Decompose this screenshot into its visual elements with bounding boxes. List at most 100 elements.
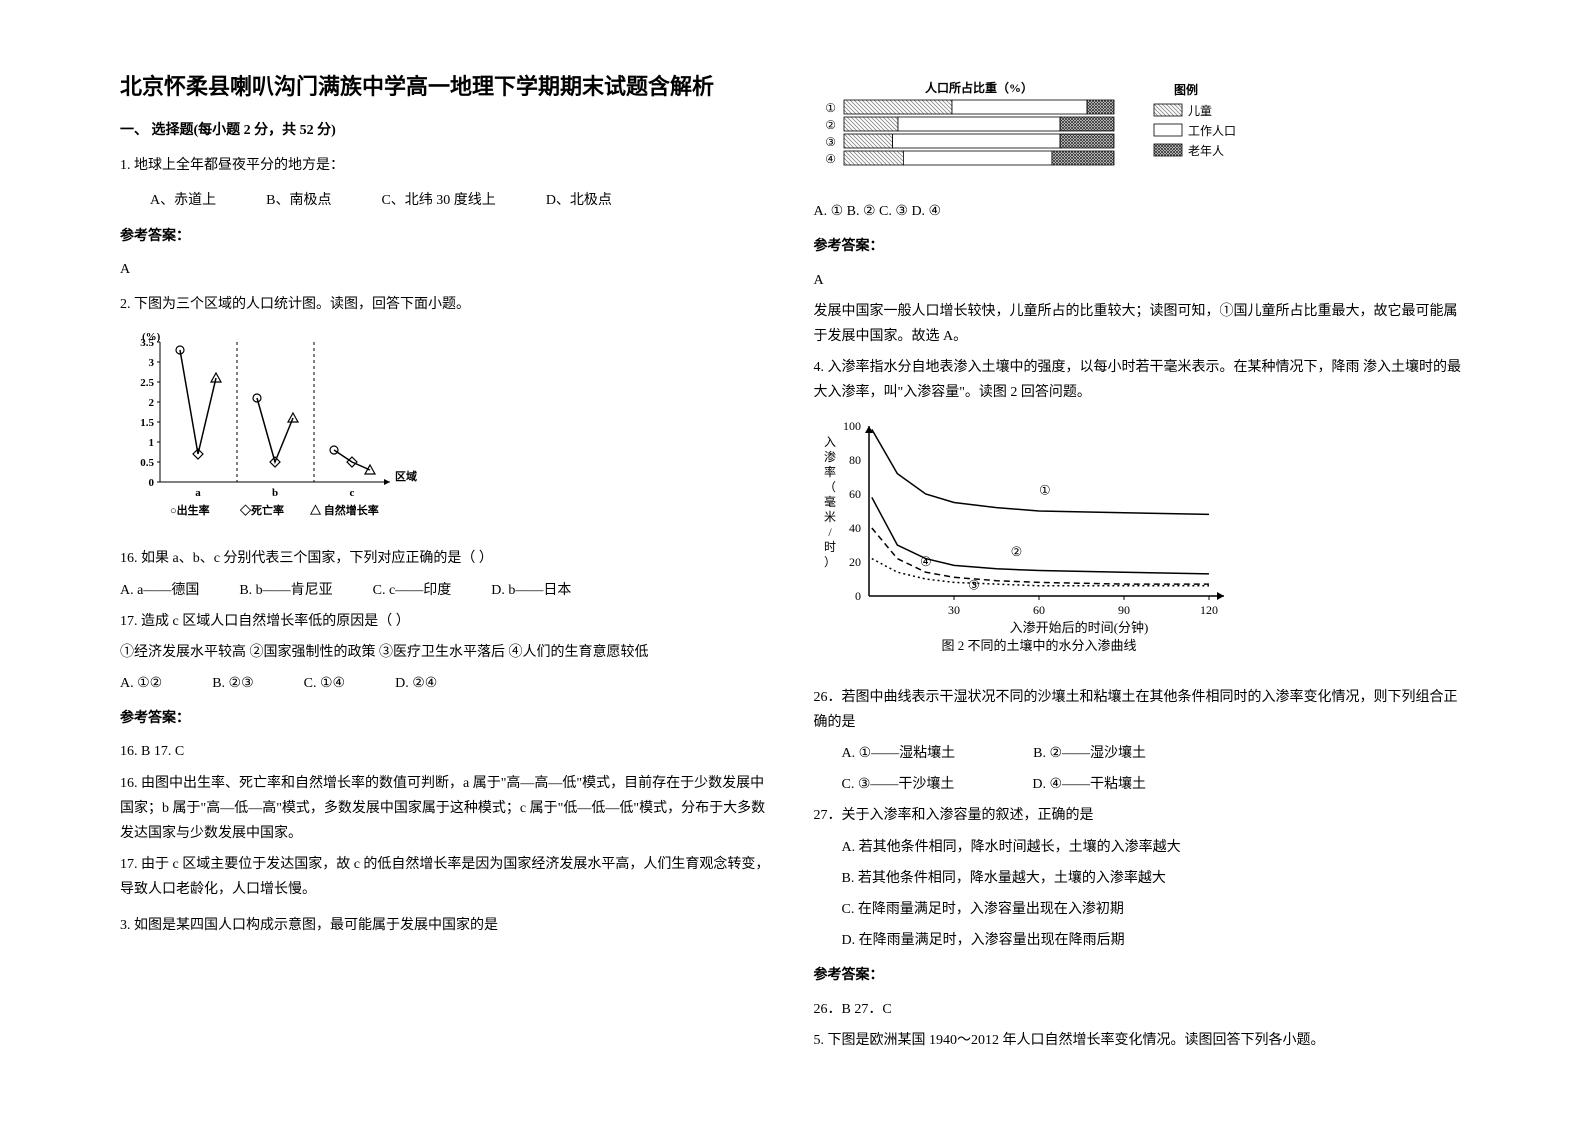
q17-sub: ①经济发展水平较高 ②国家强制性的政策 ③医疗卫生水平落后 ④人们的生育意愿较低 — [120, 640, 774, 665]
q4-chart: 0 20 40 60 80 100 30 60 90 120 入渗率（毫米/时） 入渗开始后的时间(分… — [814, 416, 1468, 675]
svg-text:工作人口: 工作人口 — [1188, 124, 1236, 138]
svg-text:①: ① — [825, 101, 836, 115]
q2-answers: 16. B 17. C — [120, 739, 774, 764]
q1-opt-b: B、南极点 — [266, 188, 331, 213]
svg-text:△ 自然增长率: △ 自然增长率 — [309, 503, 379, 517]
svg-text:率: 率 — [823, 464, 835, 479]
q3-chart-svg: 人口所占比重（%） ① ② ③ ④ 图例儿童工作人口老年人 — [814, 80, 1294, 180]
svg-text:120: 120 — [1200, 603, 1218, 617]
svg-text:③: ③ — [825, 135, 836, 149]
q26-opt-d: D. ④——干粘壤土 — [1004, 772, 1146, 797]
svg-text:c: c — [350, 487, 355, 499]
svg-text:儿童: 儿童 — [1188, 103, 1212, 118]
q2-text: 2. 下图为三个区域的人口统计图。读图，回答下面小题。 — [120, 292, 774, 317]
svg-text:a: a — [195, 487, 201, 499]
svg-text:区域: 区域 — [395, 469, 417, 483]
svg-text:时: 时 — [823, 540, 835, 554]
q3-explanation: 发展中国家一般人口增长较快，儿童所占的比重较大；读图可知，①国儿童所占比重最大，… — [814, 299, 1468, 349]
svg-text:图 2 不同的土壤中的水分入渗曲线: 图 2 不同的土壤中的水分入渗曲线 — [941, 638, 1136, 653]
svg-text:20: 20 — [849, 555, 861, 569]
svg-text:0: 0 — [855, 589, 861, 603]
svg-text:90: 90 — [1118, 603, 1130, 617]
svg-text:100: 100 — [843, 419, 861, 433]
q17-text: 17. 造成 c 区域人口自然增长率低的原因是（ ） — [120, 609, 774, 634]
q16-explanation: 16. 由图中出生率、死亡率和自然增长率的数值可判断，a 属于"高—高—低"模式… — [120, 771, 774, 847]
svg-text:④: ④ — [920, 554, 932, 569]
svg-text:渗: 渗 — [823, 449, 835, 464]
q2-answer-label: 参考答案： — [120, 706, 774, 731]
q27-opt-d: D. 在降雨量满足时，入渗容量出现在降雨后期 — [814, 928, 1468, 953]
q3-chart: 人口所占比重（%） ① ② ③ ④ 图例儿童工作人口老年人 — [814, 80, 1468, 189]
svg-text:毫: 毫 — [823, 494, 835, 509]
q3-answer-label: 参考答案： — [814, 234, 1468, 259]
question-1: 1. 地球上全年都昼夜平分的地方是： A、赤道上 B、南极点 C、北纬 30 度… — [120, 153, 774, 282]
q1-answer-label: 参考答案： — [120, 224, 774, 249]
q17-opt-c: C. ①④ — [304, 671, 345, 696]
svg-text:3: 3 — [149, 357, 155, 369]
q2-chart-svg: 00.511.522.533.5(%)abc区域○出生率◇死亡率△ 自然增长率 — [120, 327, 420, 527]
q17-opt-a: A. ①② — [120, 671, 162, 696]
question-2: 2. 下图为三个区域的人口统计图。读图，回答下面小题。 00.511.522.5… — [120, 292, 774, 903]
q4-chart-svg: 0 20 40 60 80 100 30 60 90 120 入渗率（毫米/时） 入渗开始后的时间(分… — [814, 416, 1264, 666]
svg-text:40: 40 — [849, 521, 861, 535]
svg-text:①: ① — [1039, 482, 1051, 497]
svg-text:1.5: 1.5 — [140, 417, 154, 429]
q2-chart: 00.511.522.533.5(%)abc区域○出生率◇死亡率△ 自然增长率 — [120, 327, 774, 536]
svg-text:(%): (%) — [142, 331, 161, 343]
q26-options-row2: C. ③——干沙壤土 D. ④——干粘壤土 — [814, 772, 1468, 797]
q16-options: A. a——德国 B. b——肯尼亚 C. c——印度 D. b——日本 — [120, 578, 774, 603]
svg-text:人口所占比重（%）: 人口所占比重（%） — [924, 80, 1032, 95]
svg-text:②: ② — [1010, 544, 1022, 559]
q17-options: A. ①② B. ②③ C. ①④ D. ②④ — [120, 671, 774, 696]
q26-opt-c: C. ③——干沙壤土 — [814, 772, 955, 797]
q26-text: 26．若图中曲线表示干湿状况不同的沙壤土和粘壤土在其他条件相同时的入渗率变化情况… — [814, 685, 1468, 735]
q4-text: 4. 入渗率指水分自地表渗入土壤中的强度，以每小时若干毫米表示。在某种情况下，降… — [814, 355, 1468, 405]
q16-opt-b: B. b——肯尼亚 — [239, 578, 332, 603]
svg-text:入: 入 — [823, 435, 835, 449]
document-title: 北京怀柔县喇叭沟门满族中学高一地理下学期期末试题含解析 — [120, 70, 774, 103]
q1-answer: A — [120, 257, 774, 282]
q27-opt-c: C. 在降雨量满足时，入渗容量出现在入渗初期 — [814, 897, 1468, 922]
svg-text:）: ） — [823, 555, 835, 569]
q1-opt-d: D、北极点 — [546, 188, 612, 213]
q26-opt-b: B. ②——湿沙壤土 — [1005, 741, 1146, 766]
q17-opt-b: B. ②③ — [212, 671, 253, 696]
svg-text:b: b — [272, 487, 278, 499]
q1-opt-a: A、赤道上 — [150, 188, 216, 213]
svg-text:30: 30 — [948, 603, 960, 617]
q27-opt-a: A. 若其他条件相同，降水时间越长，土壤的入渗率越大 — [814, 835, 1468, 860]
svg-text:④: ④ — [825, 152, 836, 166]
svg-text:0.5: 0.5 — [140, 457, 154, 469]
q16-text: 16. 如果 a、b、c 分别代表三个国家，下列对应正确的是（ ） — [120, 546, 774, 571]
svg-text:②: ② — [825, 118, 836, 132]
q1-options: A、赤道上 B、南极点 C、北纬 30 度线上 D、北极点 — [150, 188, 774, 213]
q17-opt-d: D. ②④ — [395, 671, 437, 696]
q16-opt-d: D. b——日本 — [491, 578, 571, 603]
q26-opt-a: A. ①——湿粘壤土 — [814, 741, 956, 766]
svg-text:/: / — [828, 525, 832, 539]
svg-text:老年人: 老年人 — [1188, 144, 1224, 158]
svg-text:入渗开始后的时间(分钟): 入渗开始后的时间(分钟) — [1009, 620, 1148, 635]
section-header: 一、 选择题(每小题 2 分，共 52 分) — [120, 118, 774, 143]
q1-text: 1. 地球上全年都昼夜平分的地方是： — [120, 153, 774, 178]
left-column: 北京怀柔县喇叭沟门满族中学高一地理下学期期末试题含解析 一、 选择题(每小题 2… — [100, 70, 794, 1052]
svg-text:○出生率: ○出生率 — [170, 503, 210, 517]
q16-opt-c: C. c——印度 — [373, 578, 452, 603]
svg-text:60: 60 — [849, 487, 861, 501]
svg-text:米: 米 — [823, 510, 835, 524]
q26-options-row1: A. ①——湿粘壤土 B. ②——湿沙壤土 — [814, 741, 1468, 766]
svg-text:◇死亡率: ◇死亡率 — [239, 503, 284, 517]
svg-text:0: 0 — [149, 477, 155, 489]
q3-options: A. ① B. ② C. ③ D. ④ — [814, 199, 1468, 224]
q4-answer-label: 参考答案： — [814, 963, 1468, 988]
svg-text:2.5: 2.5 — [140, 377, 154, 389]
svg-text:图例: 图例 — [1174, 82, 1198, 97]
svg-text:80: 80 — [849, 453, 861, 467]
q27-text: 27．关于入渗率和入渗容量的叙述，正确的是 — [814, 803, 1468, 828]
svg-text:60: 60 — [1033, 603, 1045, 617]
q3-answer: A — [814, 268, 1468, 293]
q1-opt-c: C、北纬 30 度线上 — [381, 188, 495, 213]
q5-text: 5. 下图是欧洲某国 1940～2012 年人口自然增长率变化情况。读图回答下列… — [814, 1028, 1468, 1053]
svg-text:（: （ — [823, 480, 835, 494]
svg-text:1: 1 — [149, 437, 155, 449]
